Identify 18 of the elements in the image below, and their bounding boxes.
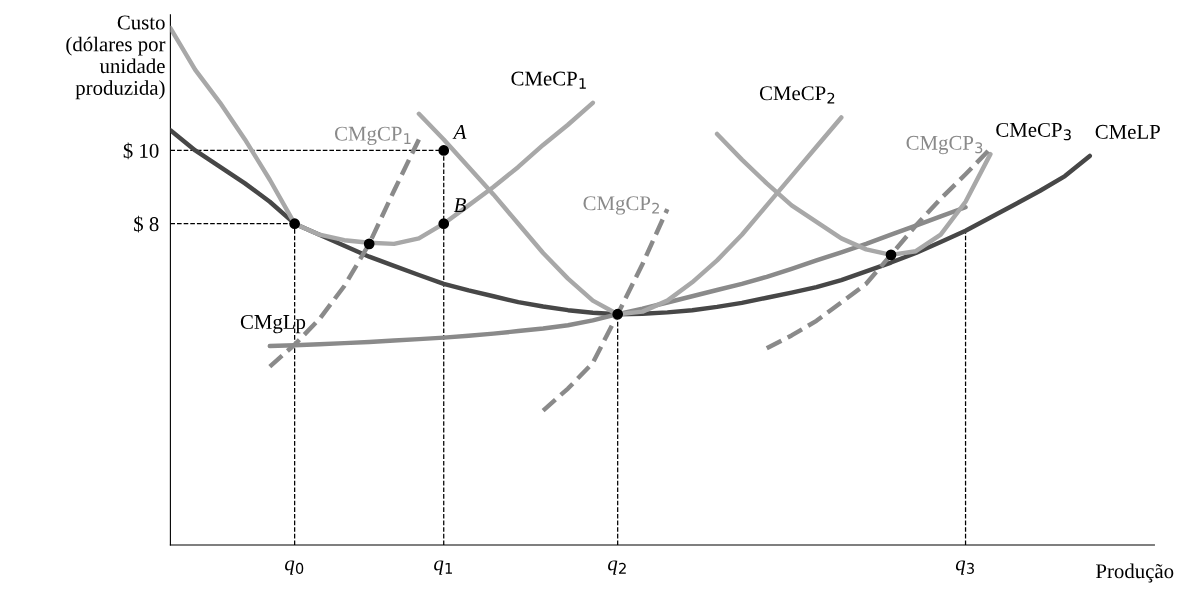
series-label: CMeCP$_{1}$ xyxy=(511,71,586,89)
series-label: CMeLP xyxy=(1095,124,1160,139)
series-label: CMeCP$_{3}$ xyxy=(996,122,1071,141)
y-tick-label: $ 10 xyxy=(123,142,159,160)
annotation: B xyxy=(453,198,466,213)
series-label: CMgLp xyxy=(240,314,306,334)
y-tick-label: $ 8 xyxy=(134,215,159,233)
series-label: CMeCP$_{2}$ xyxy=(759,86,835,104)
x-tick-label: q$_{3}$ xyxy=(955,560,974,575)
series-label: CMgCP$_{3}$ xyxy=(906,135,983,155)
x-tick-label: q$_{1}$ xyxy=(434,560,452,575)
x-tick-label: q$_{2}$ xyxy=(608,560,626,575)
x-axis-title: Produção xyxy=(1095,563,1174,583)
series-label: CMgCP$_{2}$ xyxy=(583,196,659,215)
y-axis-title: Custo (dólares por unidade produzida) xyxy=(66,15,166,100)
x-tick-label: q$_{0}$ xyxy=(285,560,304,575)
annotation: A xyxy=(452,124,467,139)
series-label: CMgCP$_{1}$ xyxy=(334,126,411,145)
